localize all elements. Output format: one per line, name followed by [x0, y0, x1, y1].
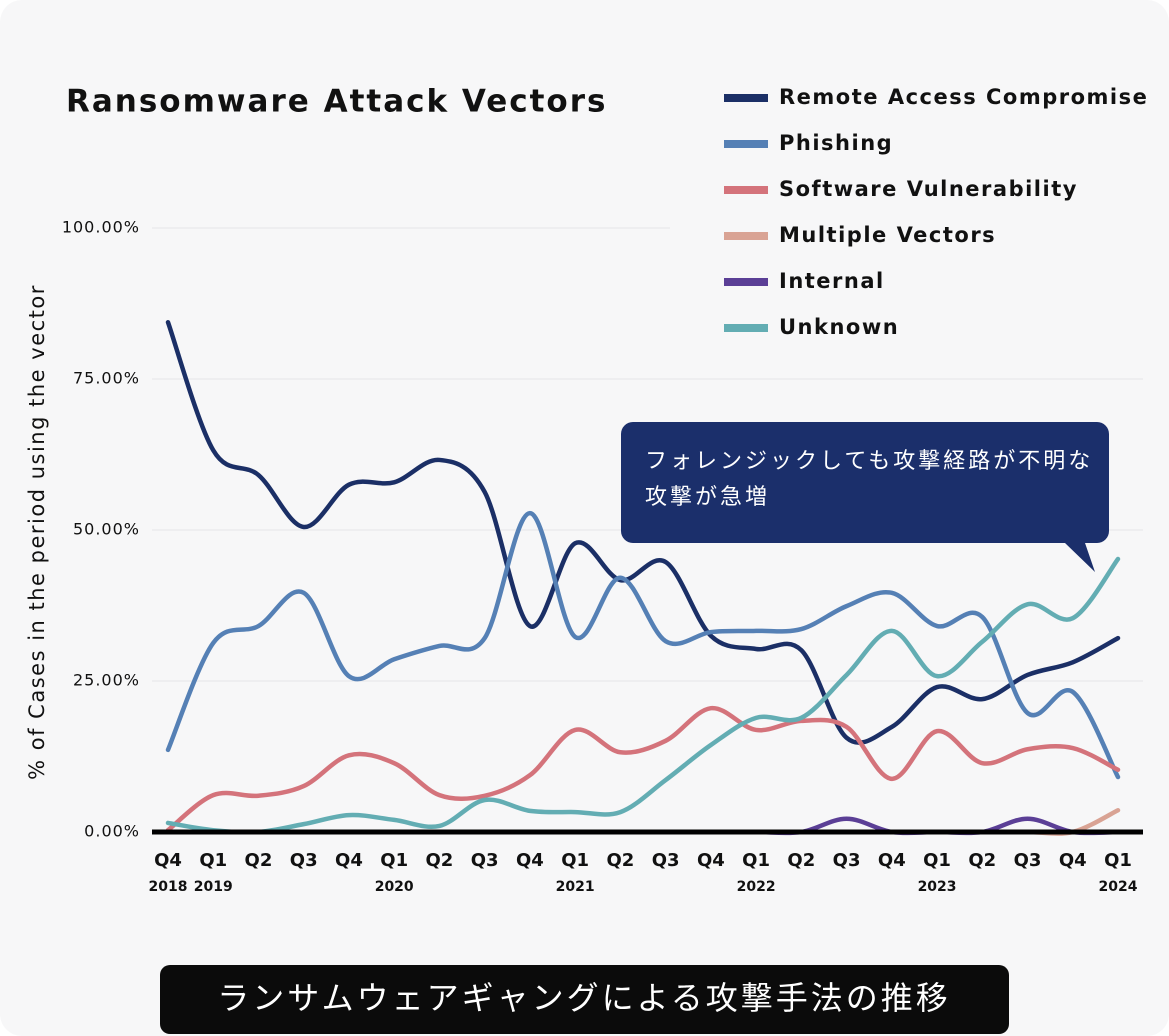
annotation: フォレンジックしても攻撃経路が不明な攻撃が急増: [645, 449, 1094, 510]
x-tick-label: Q1: [561, 850, 589, 871]
series-line: [165, 319, 1121, 745]
caption: ランサムウェアギャングによる攻撃手法の推移: [217, 979, 950, 1017]
y-tick-label: 100.00%: [62, 218, 140, 237]
y-tick-label: 75.00%: [73, 369, 140, 388]
x-tick-label: Q3: [290, 850, 318, 871]
x-tick-label: Q2: [426, 850, 454, 871]
y-tick-label: 50.00%: [73, 520, 140, 539]
x-tick-label: Q1: [380, 850, 408, 871]
x-tick-label: Q2: [787, 850, 815, 871]
x-tick-label: Q2: [606, 850, 634, 871]
legend-background: [670, 70, 1150, 350]
legend-label: Phishing: [779, 131, 893, 155]
x-tick-label: Q1: [1104, 850, 1132, 871]
x-tick-label: Q2: [245, 850, 273, 871]
x-tick-label: Q4: [1059, 850, 1087, 871]
x-tick-label: Q4: [154, 850, 182, 871]
series-line: [165, 510, 1121, 780]
x-tick-label: Q1: [923, 850, 951, 871]
legend-label: Internal: [779, 269, 885, 293]
x-tick-year: 2020: [375, 879, 414, 895]
x-tick-year: 2019: [194, 879, 233, 895]
callout-box: [621, 422, 1109, 572]
series-line: [165, 556, 1121, 835]
x-tick-label: Q1: [199, 850, 227, 871]
x-tick-year: 2022: [737, 879, 776, 895]
x-tick-year: 2018: [149, 879, 188, 895]
legend-label: Unknown: [779, 315, 899, 339]
series-line: [165, 705, 1121, 833]
x-tick-label: Q4: [878, 850, 906, 871]
chart-title: Ransomware Attack Vectors: [66, 84, 607, 120]
x-tick-label: Q2: [968, 850, 996, 871]
x-tick-label: Q4: [516, 850, 544, 871]
legend-label: Multiple Vectors: [779, 223, 996, 247]
caption-box: [160, 965, 1009, 1034]
x-tick-label: Q4: [335, 850, 363, 871]
y-tick-label: 25.00%: [73, 671, 140, 690]
legend-label: Remote Access Compromise: [779, 85, 1148, 109]
x-tick-label: Q3: [833, 850, 861, 871]
legend-label: Software Vulnerability: [779, 177, 1078, 201]
y-tick-label: 0.00%: [84, 822, 140, 841]
y-axis-label: % of Cases in the period using the vecto…: [25, 284, 49, 780]
x-tick-label: Q3: [1014, 850, 1042, 871]
x-tick-year: 2021: [556, 879, 595, 895]
x-tick-year: 2024: [1099, 879, 1138, 895]
x-tick-label: Q4: [697, 850, 725, 871]
x-tick-label: Q3: [652, 850, 680, 871]
x-tick-year: 2023: [918, 879, 957, 895]
x-tick-label: Q3: [471, 850, 499, 871]
x-tick-label: Q1: [742, 850, 770, 871]
